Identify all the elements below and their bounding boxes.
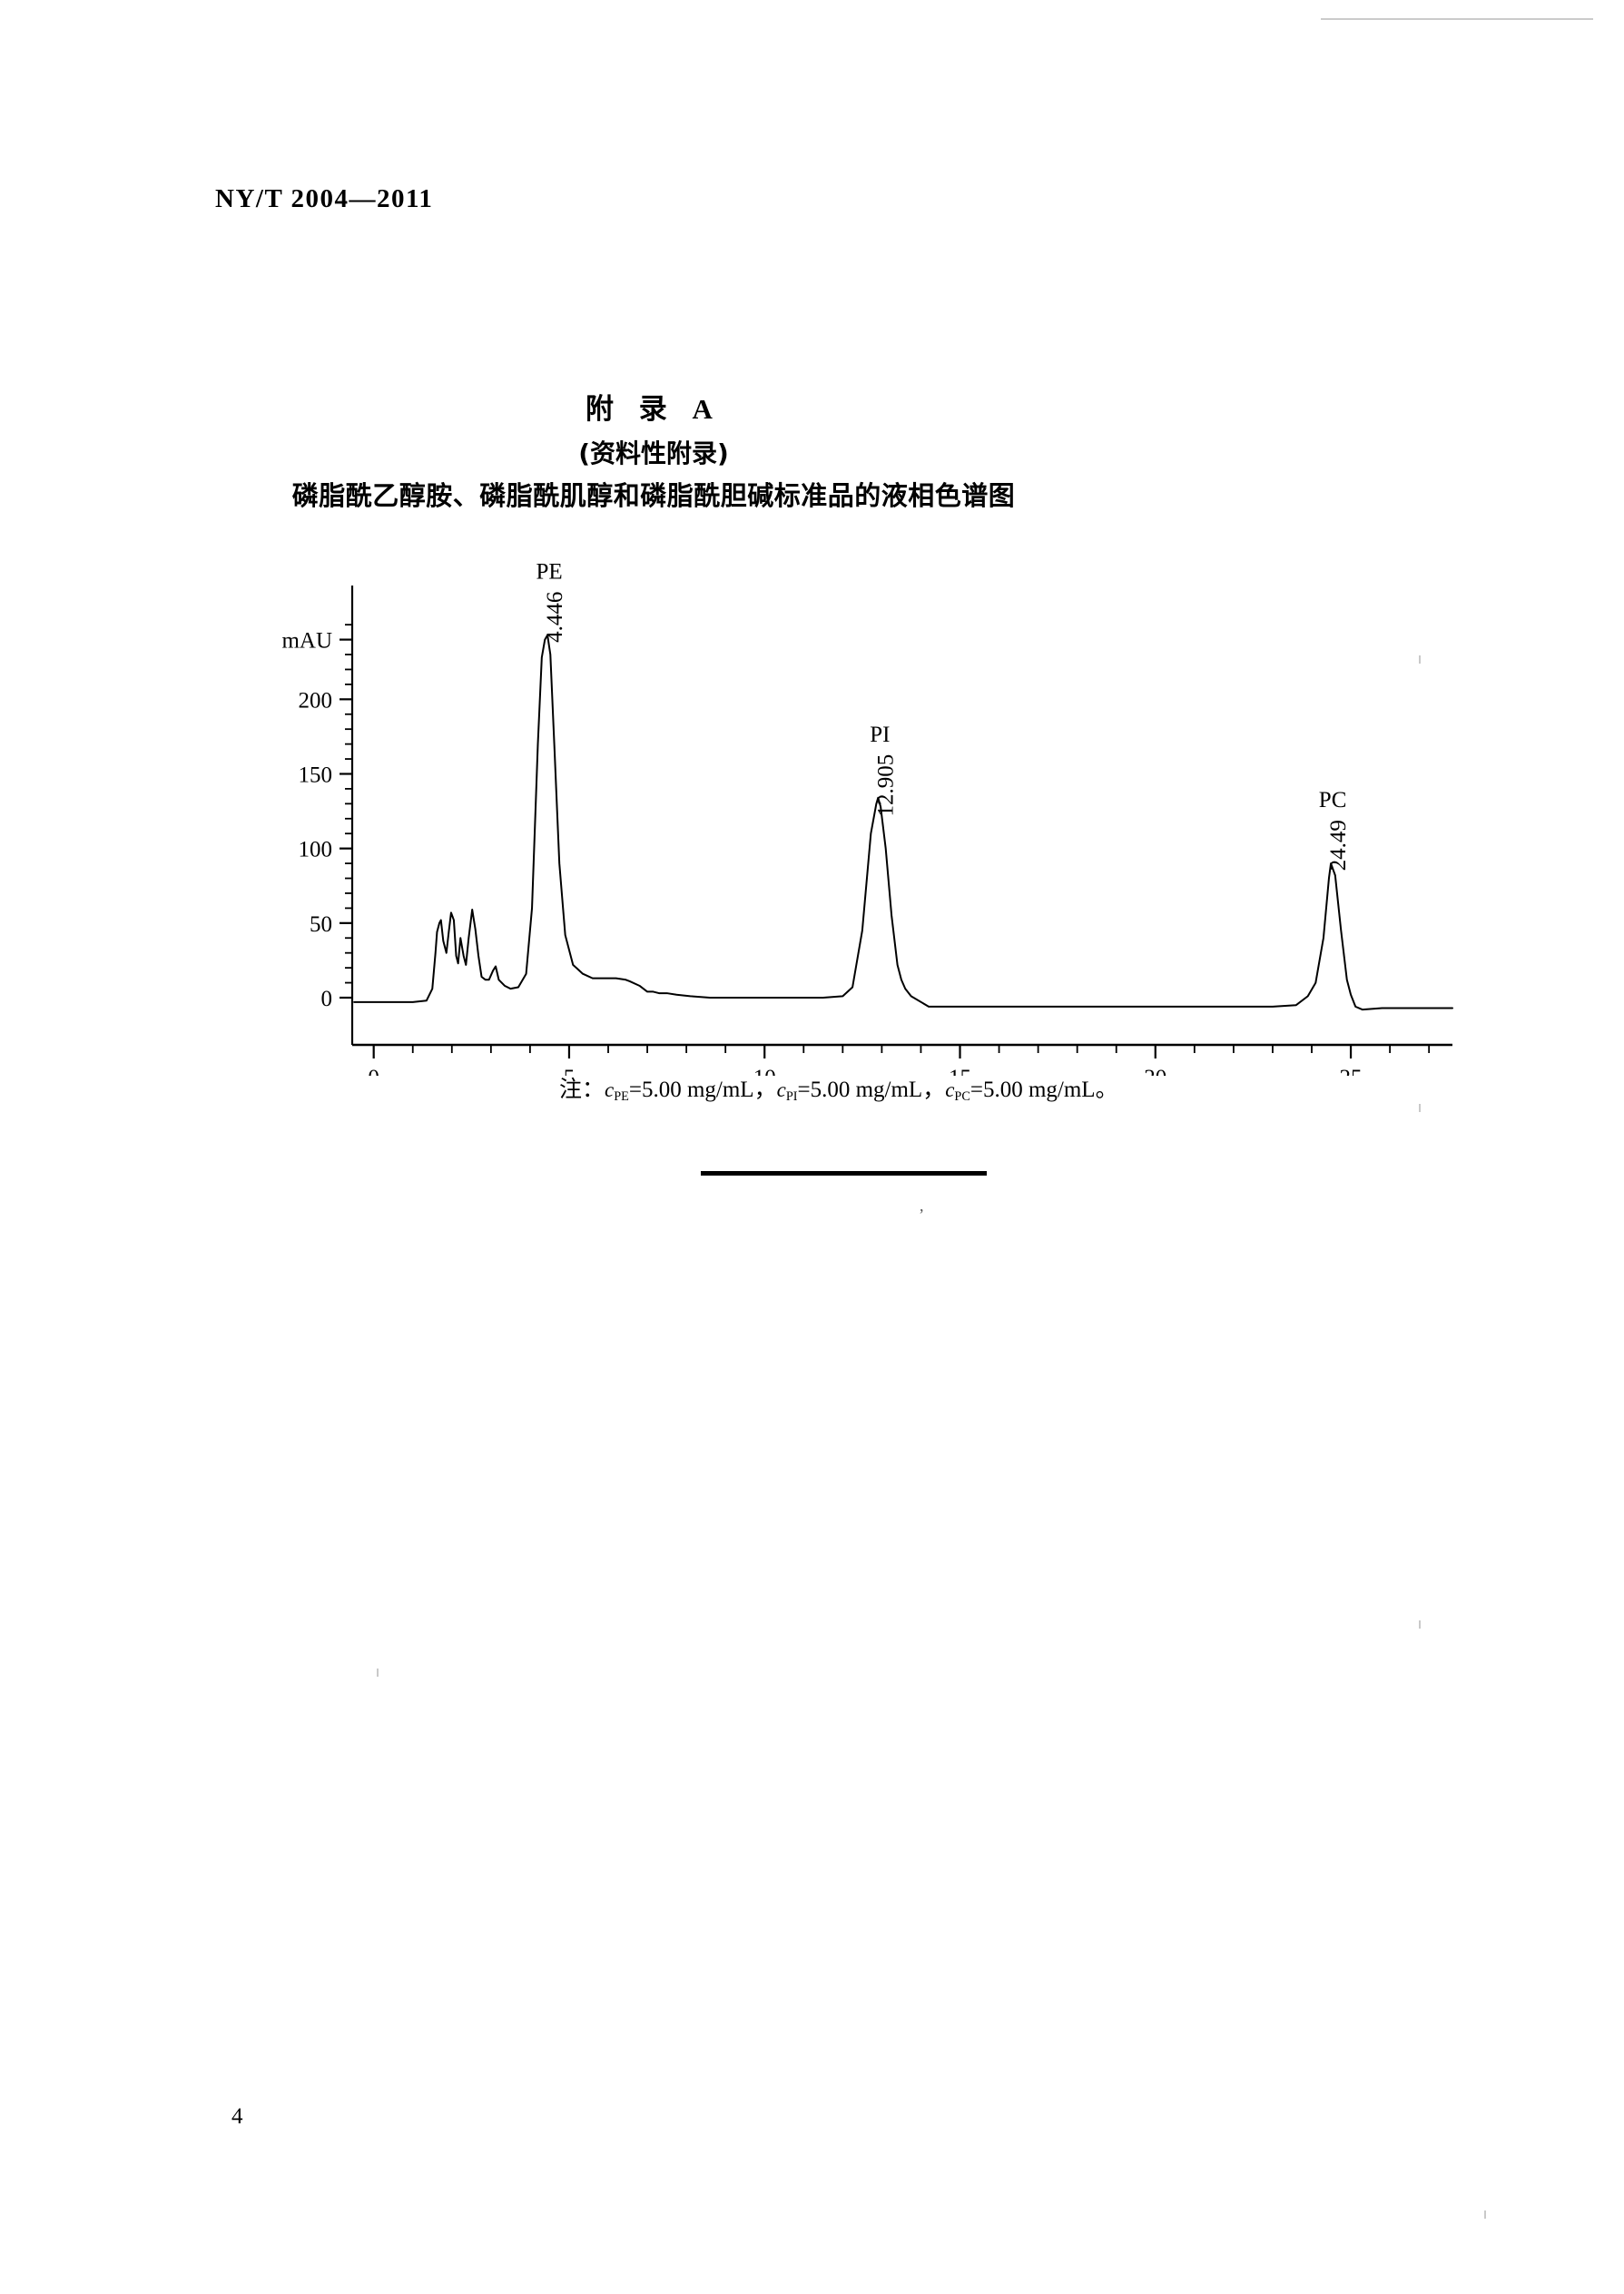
peak-retention-time-label: 24.49 bbox=[1326, 820, 1351, 871]
figure-note: 注：cPE=5.00 mg/mL，cPI=5.00 mg/mL，cPC=5.00… bbox=[559, 1071, 1118, 1104]
x-tick-label: 25 bbox=[1340, 1066, 1363, 1076]
chromatogram-trace bbox=[353, 634, 1453, 1011]
x-tick-label: 0 bbox=[368, 1066, 379, 1076]
note-pe-subscript: PE bbox=[614, 1088, 629, 1104]
annex-figure-title: 磷脂酰乙醇胺、磷脂酰肌醇和磷脂酰胆碱标准品的液相色谱图 bbox=[291, 480, 1016, 511]
chromatogram-figure: 0 50 100 150 200 mAU 0 5 10 15 20 25 PE 4.446 PI 12.90… bbox=[245, 558, 1462, 1076]
margin-mark bbox=[1484, 2210, 1486, 2219]
note-pi-subscript: PI bbox=[785, 1088, 798, 1104]
chart-axes: 0 50 100 150 200 mAU 0 5 10 15 20 25 bbox=[281, 586, 1452, 1076]
x-tick-label: 15 bbox=[949, 1066, 971, 1076]
note-pc-value: =5.00 mg/mL。 bbox=[969, 1078, 1118, 1102]
peak-name-label: PI bbox=[870, 723, 890, 747]
page-number: 4 bbox=[231, 2104, 243, 2129]
scan-artifact-mark: , bbox=[920, 1196, 924, 1215]
note-pe-symbol: c bbox=[605, 1078, 615, 1101]
y-tick-label: 50 bbox=[310, 912, 332, 937]
chromatogram-svg: 0 50 100 150 200 mAU 0 5 10 15 20 25 PE 4.446 PI 12.90… bbox=[281, 560, 1453, 1076]
y-tick-label: 200 bbox=[299, 688, 333, 713]
y-tick-label: 150 bbox=[299, 763, 333, 787]
standard-number-header: NY/T 2004—2011 bbox=[215, 184, 434, 213]
margin-mark bbox=[1419, 1104, 1421, 1112]
margin-mark bbox=[1419, 655, 1421, 664]
note-pe-value: =5.00 mg/mL， bbox=[628, 1078, 777, 1102]
note-pi-symbol: c bbox=[776, 1078, 786, 1101]
peak-annotations: PE 4.446 PI 12.905 PC 24.49 bbox=[536, 560, 1352, 871]
trace-line bbox=[353, 634, 1453, 1011]
note-pc-symbol: c bbox=[945, 1078, 955, 1101]
y-axis-unit-label: mAU bbox=[281, 629, 332, 654]
y-tick-label: 100 bbox=[299, 838, 333, 862]
scan-artifact-streak bbox=[1321, 18, 1593, 20]
peak-name-label: PE bbox=[536, 560, 563, 585]
annex-subtitle: (资料性附录) bbox=[578, 438, 729, 468]
annex-title: 附 录 A bbox=[586, 393, 722, 425]
x-tick-label: 20 bbox=[1144, 1066, 1166, 1076]
x-tick-label: 10 bbox=[753, 1066, 776, 1076]
margin-mark bbox=[377, 1669, 379, 1677]
end-of-document-rule bbox=[701, 1171, 987, 1176]
peak-retention-time-label: 4.446 bbox=[543, 592, 567, 643]
peak-name-label: PC bbox=[1319, 788, 1347, 812]
note-prefix: 注： bbox=[559, 1078, 605, 1102]
peak-retention-time-label: 12.905 bbox=[873, 754, 898, 817]
x-tick-label: 5 bbox=[564, 1066, 576, 1076]
margin-mark bbox=[1419, 1620, 1421, 1629]
note-pi-value: =5.00 mg/mL， bbox=[797, 1078, 946, 1102]
note-pc-subscript: PC bbox=[954, 1088, 970, 1104]
y-tick-label: 0 bbox=[321, 987, 333, 1011]
